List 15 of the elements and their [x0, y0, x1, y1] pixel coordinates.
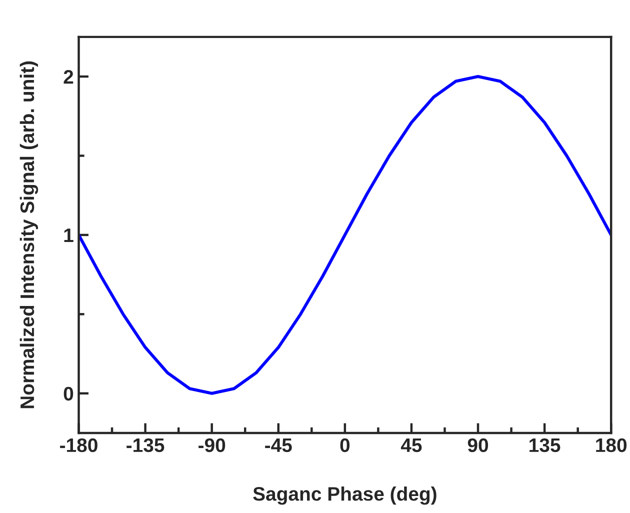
line-series [78, 75, 612, 395]
x-tick-label: 135 [530, 438, 560, 452]
x-tick-label: -180 [60, 438, 98, 452]
x-tick-label: 0 [340, 438, 350, 452]
y-tick-label: 2 [64, 70, 74, 84]
y-axis-title: Normalized Intensity Signal (arb. unit) [20, 61, 38, 408]
x-tick-label: 180 [596, 438, 627, 452]
y-tick-label: 0 [64, 386, 74, 401]
x-tick-label: 45 [400, 438, 422, 452]
x-axis-title: Saganc Phase (deg) [253, 486, 436, 505]
x-tick-label: -90 [198, 438, 226, 452]
x-tick-label: 90 [468, 438, 488, 452]
x-tick-label: -45 [265, 438, 292, 452]
y-tick-label: 1 [64, 228, 74, 242]
x-tick-label: -135 [126, 438, 164, 452]
